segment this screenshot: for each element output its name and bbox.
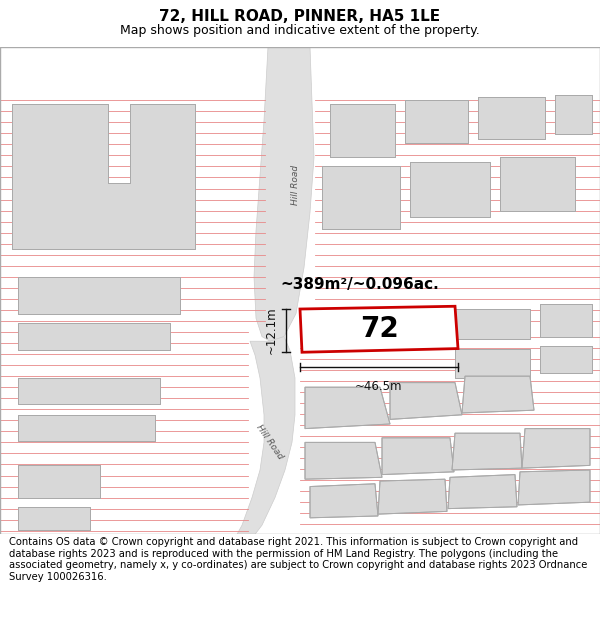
Text: Hill Road: Hill Road bbox=[292, 165, 301, 205]
Polygon shape bbox=[0, 47, 600, 534]
Polygon shape bbox=[305, 442, 382, 479]
Polygon shape bbox=[478, 98, 545, 139]
Polygon shape bbox=[540, 304, 592, 337]
Polygon shape bbox=[410, 162, 490, 217]
Polygon shape bbox=[254, 47, 314, 341]
Text: Contains OS data © Crown copyright and database right 2021. This information is : Contains OS data © Crown copyright and d… bbox=[9, 537, 587, 582]
Polygon shape bbox=[382, 438, 454, 474]
Polygon shape bbox=[18, 507, 90, 530]
Polygon shape bbox=[305, 388, 390, 429]
Polygon shape bbox=[390, 382, 462, 419]
Polygon shape bbox=[378, 479, 447, 514]
Polygon shape bbox=[405, 100, 468, 144]
Text: Hill Road: Hill Road bbox=[255, 423, 285, 461]
Polygon shape bbox=[12, 104, 195, 249]
Text: 72: 72 bbox=[360, 315, 399, 343]
Polygon shape bbox=[455, 349, 530, 378]
Polygon shape bbox=[310, 484, 378, 518]
Text: ~389m²/~0.096ac.: ~389m²/~0.096ac. bbox=[281, 277, 439, 292]
Polygon shape bbox=[522, 429, 590, 468]
Polygon shape bbox=[462, 376, 534, 413]
Polygon shape bbox=[18, 323, 170, 351]
Polygon shape bbox=[448, 474, 517, 509]
Polygon shape bbox=[18, 378, 160, 404]
Polygon shape bbox=[232, 337, 295, 544]
Polygon shape bbox=[330, 104, 395, 158]
Polygon shape bbox=[18, 277, 180, 314]
Text: Map shows position and indicative extent of the property.: Map shows position and indicative extent… bbox=[120, 24, 480, 36]
Polygon shape bbox=[18, 415, 155, 441]
Polygon shape bbox=[518, 470, 590, 505]
Text: 72, HILL ROAD, PINNER, HA5 1LE: 72, HILL ROAD, PINNER, HA5 1LE bbox=[160, 9, 440, 24]
Polygon shape bbox=[540, 346, 592, 373]
Polygon shape bbox=[450, 309, 530, 339]
Polygon shape bbox=[322, 166, 400, 229]
Text: ~46.5m: ~46.5m bbox=[355, 380, 403, 393]
Polygon shape bbox=[555, 95, 592, 134]
Polygon shape bbox=[452, 433, 522, 470]
Polygon shape bbox=[300, 306, 458, 352]
Polygon shape bbox=[18, 466, 100, 498]
Polygon shape bbox=[500, 158, 575, 211]
Text: ~12.1m: ~12.1m bbox=[265, 307, 278, 354]
